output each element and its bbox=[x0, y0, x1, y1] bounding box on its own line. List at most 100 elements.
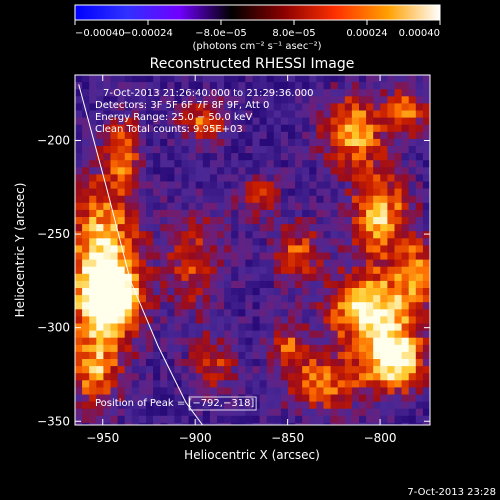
heatmap-cell bbox=[131, 408, 140, 417]
heatmap-cell bbox=[316, 238, 324, 246]
heatmap-cell bbox=[266, 209, 275, 218]
heatmap-cell bbox=[387, 195, 395, 204]
heatmap-cell bbox=[337, 280, 346, 289]
heatmap-cell bbox=[224, 351, 232, 360]
heatmap-cell bbox=[415, 330, 424, 339]
heatmap-cell bbox=[167, 174, 175, 182]
heatmap-cell bbox=[117, 280, 126, 289]
heatmap-cell bbox=[181, 245, 189, 253]
heatmap-cell bbox=[302, 408, 310, 417]
heatmap-cell bbox=[288, 103, 296, 111]
heatmap-cell bbox=[117, 266, 126, 275]
heatmap-cell bbox=[373, 89, 381, 97]
heatmap-cell bbox=[75, 103, 83, 111]
heatmap-cell bbox=[188, 131, 197, 140]
heatmap-cell bbox=[330, 117, 339, 126]
heatmap-cell bbox=[273, 351, 282, 360]
heatmap-cell bbox=[373, 202, 381, 211]
heatmap-cell bbox=[131, 344, 140, 353]
heatmap-cell bbox=[387, 366, 395, 374]
x-tick-label: −850 bbox=[271, 431, 304, 445]
heatmap-cell bbox=[117, 245, 126, 253]
heatmap-cell bbox=[266, 195, 275, 204]
heatmap-cell bbox=[75, 337, 83, 346]
heatmap-cell bbox=[380, 366, 388, 374]
heatmap-cell bbox=[288, 408, 296, 417]
heatmap-cell bbox=[295, 96, 303, 104]
heatmap-cell bbox=[337, 344, 346, 353]
heatmap-cell bbox=[202, 146, 211, 154]
heatmap-cell bbox=[387, 401, 395, 410]
heatmap-cell bbox=[188, 337, 197, 346]
heatmap-cell bbox=[259, 188, 268, 197]
heatmap-cell bbox=[380, 394, 388, 402]
heatmap-cell bbox=[302, 330, 310, 339]
heatmap-cell bbox=[82, 288, 90, 296]
heatmap-cell bbox=[401, 351, 410, 360]
heatmap-cell bbox=[316, 401, 324, 410]
heatmap-cell bbox=[131, 181, 140, 189]
heatmap-cell bbox=[302, 309, 310, 317]
x-axis-label: Heliocentric X (arcsec) bbox=[184, 448, 320, 462]
heatmap-cell bbox=[75, 124, 83, 133]
heatmap-cell bbox=[316, 131, 324, 140]
heatmap-cell bbox=[96, 387, 104, 395]
heatmap-cell bbox=[75, 366, 83, 374]
heatmap-cell bbox=[295, 359, 303, 367]
heatmap-cell bbox=[174, 415, 182, 424]
heatmap-cell bbox=[146, 202, 154, 211]
heatmap-cell bbox=[167, 238, 175, 246]
heatmap-cell bbox=[422, 245, 430, 253]
heatmap-cell bbox=[231, 103, 239, 111]
heatmap-cell bbox=[217, 408, 225, 417]
heatmap-cell bbox=[330, 195, 339, 204]
heatmap-cell bbox=[366, 82, 374, 90]
heatmap-cell bbox=[408, 422, 417, 425]
heatmap-cell bbox=[344, 408, 353, 417]
heatmap-cell bbox=[75, 344, 83, 353]
heatmap-cell bbox=[273, 280, 282, 289]
heatmap-cell bbox=[131, 302, 140, 310]
heatmap-cell bbox=[96, 259, 104, 268]
heatmap-cell bbox=[195, 309, 204, 317]
heatmap-cell bbox=[373, 359, 381, 367]
heatmap-cell bbox=[110, 245, 118, 253]
heatmap-cell bbox=[181, 273, 189, 282]
heatmap-cell bbox=[387, 231, 395, 239]
heatmap-cell bbox=[373, 394, 381, 402]
heatmap-cell bbox=[181, 181, 189, 189]
heatmap-cell bbox=[167, 224, 175, 232]
heatmap-cell bbox=[309, 231, 317, 239]
heatmap-cell bbox=[153, 153, 161, 161]
heatmap-cell bbox=[252, 103, 260, 111]
heatmap-cell bbox=[209, 273, 218, 282]
heatmap-cell bbox=[351, 224, 360, 232]
heatmap-cell bbox=[408, 401, 417, 410]
heatmap-cell bbox=[344, 280, 353, 289]
heatmap-cell bbox=[366, 373, 374, 381]
heatmap-cell bbox=[224, 337, 232, 346]
heatmap-cell bbox=[302, 288, 310, 296]
heatmap-cell bbox=[188, 252, 197, 260]
heatmap-cell bbox=[366, 323, 374, 331]
heatmap-cell bbox=[188, 153, 197, 161]
heatmap-cell bbox=[259, 167, 268, 175]
heatmap-cell bbox=[280, 380, 289, 388]
colorbar-tick-label: −0.00024 bbox=[123, 28, 173, 39]
heatmap-cell bbox=[174, 160, 182, 168]
heatmap-cell bbox=[323, 82, 331, 90]
heatmap-cell bbox=[238, 174, 246, 182]
heatmap-cell bbox=[387, 174, 395, 182]
heatmap-cell bbox=[330, 131, 339, 140]
heatmap-cell bbox=[415, 295, 424, 303]
heatmap-cell bbox=[330, 266, 339, 275]
heatmap-cell bbox=[103, 408, 111, 417]
heatmap-cell bbox=[231, 351, 239, 360]
heatmap-cell bbox=[408, 295, 417, 303]
heatmap-cell bbox=[380, 174, 388, 182]
heatmap-cell bbox=[309, 252, 317, 260]
heatmap-cell bbox=[75, 167, 83, 175]
heatmap-cell bbox=[401, 302, 410, 310]
heatmap-cell bbox=[366, 153, 374, 161]
heatmap-cell bbox=[309, 344, 317, 353]
